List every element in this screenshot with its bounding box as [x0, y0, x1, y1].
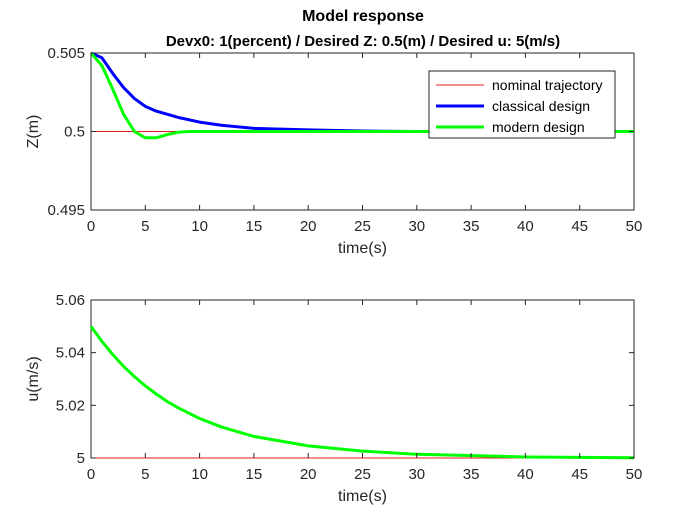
x-tick-label: 30	[408, 218, 425, 235]
x-tick-label: 25	[354, 218, 371, 235]
x-tick-label: 5	[141, 466, 149, 483]
y-tick-label: 5	[77, 450, 85, 467]
y-tick-label: 0.505	[47, 45, 85, 62]
x-tick-label: 30	[408, 466, 425, 483]
chart-title: Model response	[302, 8, 424, 25]
x-tick-label: 35	[463, 466, 480, 483]
x-tick-label: 20	[300, 218, 317, 235]
x-tick-label: 10	[191, 218, 208, 235]
x-tick-label: 15	[246, 218, 263, 235]
x-tick-label: 0	[87, 218, 95, 235]
y-tick-label: 0.495	[47, 202, 85, 219]
x-tick-label: 50	[626, 218, 643, 235]
series-line-series-2-panel-2	[89, 325, 635, 460]
y-tick-label: 5.06	[56, 292, 85, 309]
x-tick-label: 35	[463, 218, 480, 235]
x-tick-label: 5	[141, 218, 149, 235]
x-tick-label: 45	[571, 218, 588, 235]
plot-area-2	[90, 299, 635, 459]
x-tick-label: 50	[626, 466, 643, 483]
x-tick-label: 15	[246, 466, 263, 483]
x-tick-label: 0	[87, 466, 95, 483]
legend-label: modern design	[492, 119, 585, 135]
y-axis-label: u(m/s)	[25, 356, 42, 401]
x-tick-label: 10	[191, 466, 208, 483]
x-tick-label: 45	[571, 466, 588, 483]
x-axis-label: time(s)	[338, 240, 387, 257]
y-tick-label: 5.04	[56, 345, 85, 362]
legend-label: nominal trajectory	[492, 77, 603, 93]
x-tick-label: 40	[517, 218, 534, 235]
x-tick-label: 20	[300, 466, 317, 483]
y-tick-label: 5.02	[56, 397, 85, 414]
y-tick-label: 0.5	[64, 124, 85, 141]
chart-subtitle: Devx0: 1(percent) / Desired Z: 0.5(m) / …	[166, 33, 560, 50]
series-line-modern-design-panel-1	[89, 52, 634, 140]
x-tick-label: 40	[517, 466, 534, 483]
x-tick-label: 25	[354, 466, 371, 483]
x-axis-label: time(s)	[338, 488, 387, 505]
legend-label: classical design	[492, 98, 590, 114]
y-axis-label: Z(m)	[25, 115, 42, 149]
